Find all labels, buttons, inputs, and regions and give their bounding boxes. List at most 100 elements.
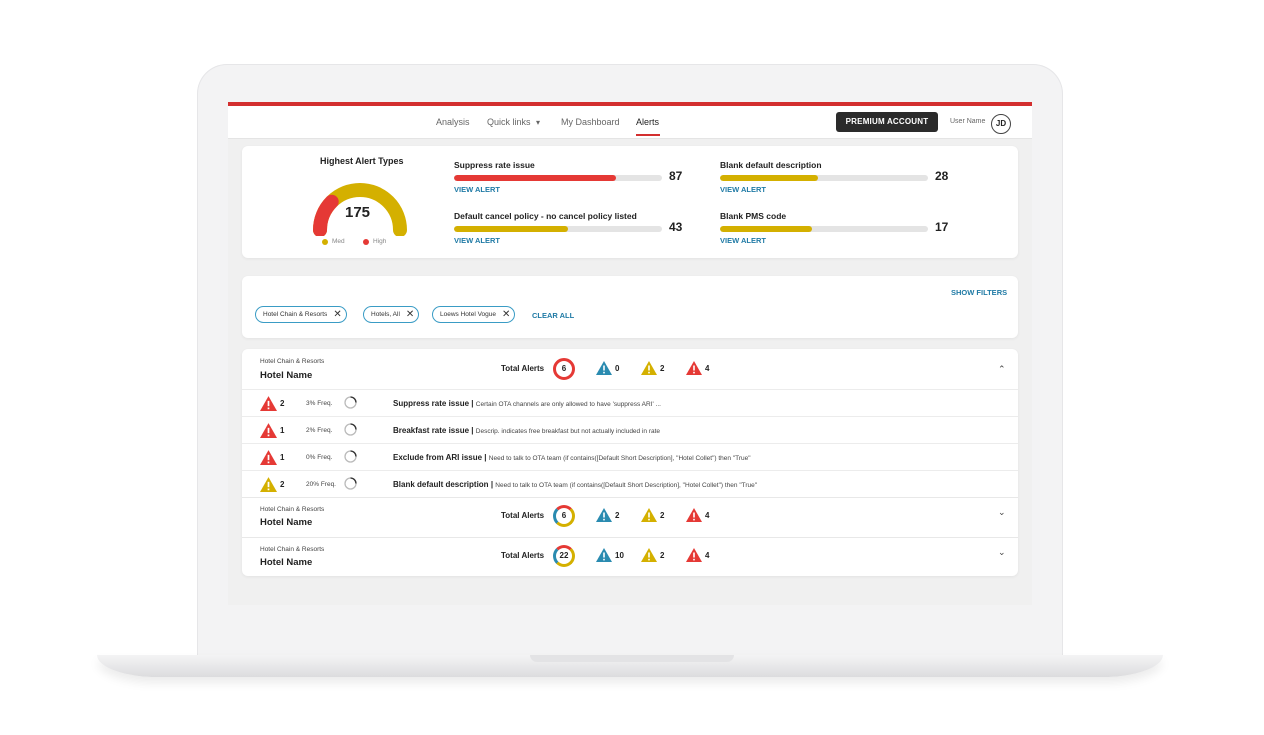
gauge-value: 175 — [345, 204, 371, 221]
alert-type-name: Default cancel policy - no cancel policy… — [454, 211, 637, 221]
filter-chip[interactable]: Hotel Chain & Resorts ✕ — [255, 306, 347, 323]
low-alerts-count: 0 — [615, 363, 620, 373]
alert-row-name: Blank default description — [393, 480, 489, 489]
nav-my-dashboard[interactable]: My Dashboard — [561, 117, 620, 127]
alert-progress-track — [720, 226, 928, 232]
alert-type-block: Default cancel policy - no cancel policy… — [454, 211, 694, 256]
view-alert-link[interactable]: VIEW ALERT — [454, 236, 500, 245]
nav-alerts[interactable]: Alerts — [636, 117, 660, 127]
premium-account-button[interactable]: PREMIUM ACCOUNT — [836, 112, 938, 132]
warning-low-icon — [596, 361, 612, 375]
high-alerts: 4 — [686, 508, 709, 522]
total-alerts-ring: 6 — [553, 358, 575, 380]
alert-row-frequency: 0% Freq. — [306, 454, 333, 461]
legend-med: Med — [322, 238, 345, 245]
hotel-chain-label: Hotel Chain & Resorts — [260, 546, 325, 553]
legend-high-dot — [363, 238, 369, 245]
alert-type-count: 87 — [669, 169, 683, 183]
warning-low-icon — [596, 508, 612, 522]
clear-all-link[interactable]: CLEAR ALL — [532, 311, 575, 320]
warning-high-icon — [260, 423, 277, 438]
nav-analysis[interactable]: Analysis — [436, 117, 470, 127]
hotel-chain-label: Hotel Chain & Resorts — [260, 506, 325, 513]
hotel-name: Hotel Name — [260, 517, 313, 528]
view-alert-link[interactable]: VIEW ALERT — [454, 185, 500, 194]
view-alert-link[interactable]: VIEW ALERT — [720, 185, 766, 194]
low-alerts: 0 — [596, 361, 619, 375]
total-alerts-ring: 22 — [553, 545, 575, 567]
loading-spinner-icon — [344, 396, 357, 409]
show-filters-link[interactable]: SHOW FILTERS — [951, 288, 1008, 297]
close-icon[interactable]: ✕ — [333, 309, 342, 320]
group-divider — [242, 537, 1018, 538]
alert-type-block: Suppress rate issue 87 VIEW ALERT — [454, 160, 694, 205]
close-icon[interactable]: ✕ — [405, 309, 415, 320]
alert-progress-fill — [720, 226, 812, 232]
loading-spinner-icon — [344, 423, 357, 436]
alert-type-count: 28 — [935, 169, 949, 183]
alert-type-name: Blank PMS code — [720, 211, 787, 221]
alert-type-name: Suppress rate issue — [454, 160, 535, 170]
gauge-title: Highest Alert Types — [320, 156, 404, 166]
alert-row-count: 2 — [280, 480, 285, 489]
close-icon[interactable]: ✕ — [502, 309, 511, 320]
alert-row[interactable]: 2 3% Freq. Suppress rate issue | Certain… — [242, 389, 1018, 416]
alert-row-name: Exclude from ARI issue — [393, 453, 483, 462]
warning-med-icon — [641, 361, 657, 375]
chevron-down-icon[interactable]: ⌄ — [998, 507, 1006, 517]
legend-med-dot — [322, 238, 328, 245]
alert-row-description: Certain OTA channels are only allowed to… — [475, 401, 661, 408]
warning-med-icon — [641, 508, 657, 522]
high-alerts: 4 — [686, 548, 709, 562]
hotel-group-header[interactable]: Hotel Chain & Resorts Hotel Name Total A… — [242, 537, 1018, 577]
filter-chip-label: Hotel Chain & Resorts — [263, 311, 328, 318]
high-alerts: 4 — [686, 361, 709, 375]
alert-groups-card: Hotel Chain & Resorts Hotel Name Total A… — [242, 349, 1018, 576]
warning-med-icon — [260, 477, 277, 492]
nav-quick-links[interactable]: Quick links ▾ — [487, 117, 540, 127]
warning-low-icon — [596, 548, 612, 562]
low-alerts: 10 — [596, 548, 624, 562]
alert-row-separator: | — [471, 426, 474, 435]
alert-row-count: 2 — [280, 399, 285, 408]
filter-chip[interactable]: Hotels, All ✕ — [363, 306, 420, 323]
hotel-chain-label: Hotel Chain & Resorts — [260, 358, 325, 365]
hotel-group-header[interactable]: Hotel Chain & Resorts Hotel Name Total A… — [242, 497, 1018, 537]
chevron-up-icon[interactable]: ⌃ — [998, 364, 1006, 374]
low-alerts-count: 10 — [615, 550, 624, 560]
low-alerts-count: 2 — [615, 510, 620, 520]
alert-row[interactable]: 2 20% Freq. Blank default description | … — [242, 470, 1018, 497]
filter-chip[interactable]: Loews Hotel Vogue ✕ — [432, 306, 516, 323]
nav-quick-links-label: Quick links — [487, 117, 531, 127]
hotel-group-header[interactable]: Hotel Chain & Resorts Hotel Name Total A… — [242, 349, 1018, 389]
active-tab-indicator — [636, 134, 660, 136]
loading-spinner-icon — [344, 477, 357, 490]
summary-card: Highest Alert Types 175 Med High Suppres… — [242, 146, 1018, 258]
warning-high-icon — [686, 361, 702, 375]
warning-high-icon — [260, 450, 277, 465]
chevron-down-icon[interactable]: ⌄ — [998, 547, 1006, 557]
alert-type-block: Blank default description 28 VIEW ALERT — [720, 160, 960, 205]
low-alerts: 2 — [596, 508, 619, 522]
top-nav: Analysis Quick links ▾ My Dashboard Aler… — [228, 106, 1032, 139]
alert-type-block: Blank PMS code 17 VIEW ALERT — [720, 211, 960, 256]
filter-chip-label: Hotels, All — [371, 311, 400, 318]
med-alerts: 2 — [641, 361, 664, 375]
app-screen: Analysis Quick links ▾ My Dashboard Aler… — [228, 102, 1032, 605]
user-name[interactable]: User Name — [950, 118, 986, 125]
alert-row[interactable]: 1 0% Freq. Exclude from ARI issue | Need… — [242, 443, 1018, 470]
warning-high-icon — [686, 508, 702, 522]
brand-accent-bar — [228, 102, 1032, 106]
warning-high-icon — [260, 396, 277, 411]
high-alerts-count: 4 — [705, 510, 710, 520]
total-alerts-label: Total Alerts — [501, 551, 545, 560]
legend-med-label: Med — [332, 238, 345, 245]
alert-row-title: Exclude from ARI issue | Need to talk to… — [393, 453, 751, 462]
avatar[interactable]: JD — [991, 114, 1011, 134]
alert-type-name: Blank default description — [720, 160, 822, 170]
med-alerts: 2 — [641, 548, 664, 562]
alert-row-title: Suppress rate issue | Certain OTA channe… — [393, 399, 661, 408]
view-alert-link[interactable]: VIEW ALERT — [720, 236, 766, 245]
alert-row[interactable]: 1 2% Freq. Breakfast rate issue | Descri… — [242, 416, 1018, 443]
hotel-name: Hotel Name — [260, 557, 313, 568]
